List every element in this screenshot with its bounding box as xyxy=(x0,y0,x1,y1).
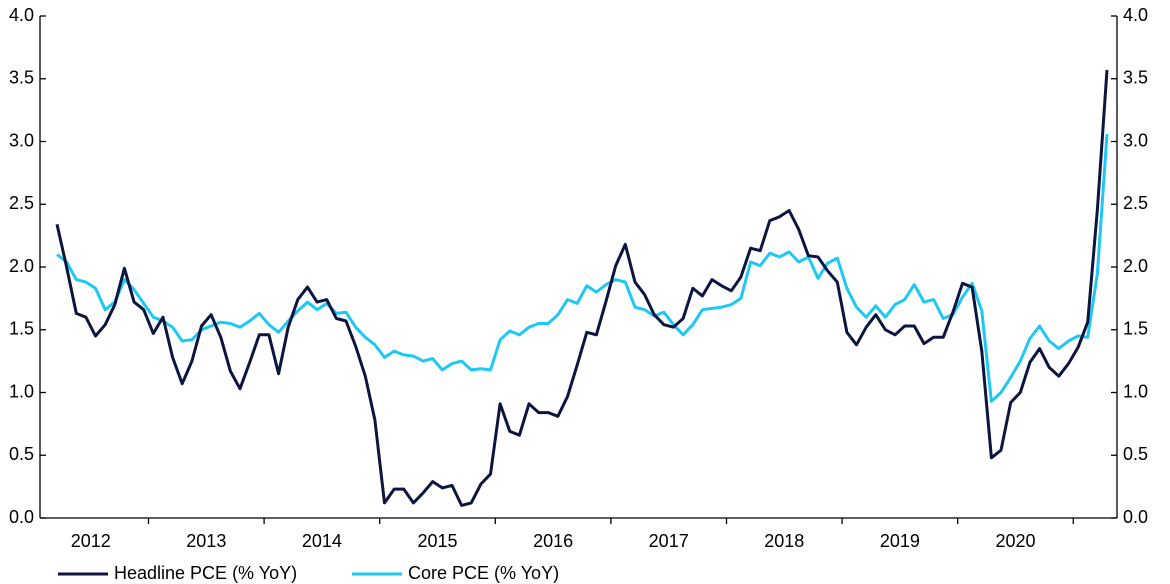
line-series xyxy=(56,133,1109,403)
x-tick-label: 2013 xyxy=(186,531,226,551)
y-tick-label: 3.5 xyxy=(9,68,34,88)
x-tick-label: 2017 xyxy=(649,531,689,551)
x-tick-label: 2014 xyxy=(302,531,342,551)
y-tick-label: 3.0 xyxy=(9,130,34,150)
y-tick-label: 2.0 xyxy=(9,256,34,276)
y2-tick-label: 3.0 xyxy=(1123,130,1148,150)
y-tick-label: 1.0 xyxy=(9,381,34,401)
y-tick-label: 2.5 xyxy=(9,193,34,213)
y2-tick-label: 1.0 xyxy=(1123,381,1148,401)
y2-tick-label: 4.0 xyxy=(1123,5,1148,25)
y2-tick-label: 0.0 xyxy=(1123,507,1148,527)
y2-tick-label: 2.0 xyxy=(1123,256,1148,276)
legend-label: Headline PCE (% YoY) xyxy=(114,563,297,583)
y-tick-label: 1.5 xyxy=(9,319,34,339)
y2-tick-label: 3.5 xyxy=(1123,68,1148,88)
x-tick-label: 2020 xyxy=(995,531,1035,551)
x-tick-label: 2016 xyxy=(533,531,573,551)
y-tick-label: 0.0 xyxy=(9,507,34,527)
x-tick-label: 2012 xyxy=(71,531,111,551)
line-series xyxy=(55,69,1109,507)
x-tick-label: 2018 xyxy=(764,531,804,551)
y2-tick-label: 1.5 xyxy=(1123,319,1148,339)
x-tick-label: 2015 xyxy=(417,531,457,551)
y2-tick-label: 0.5 xyxy=(1123,444,1148,464)
y-tick-label: 0.5 xyxy=(9,444,34,464)
x-tick-label: 2019 xyxy=(880,531,920,551)
y-tick-label: 4.0 xyxy=(9,5,34,25)
legend-label: Core PCE (% YoY) xyxy=(408,563,559,583)
y2-tick-label: 2.5 xyxy=(1123,193,1148,213)
